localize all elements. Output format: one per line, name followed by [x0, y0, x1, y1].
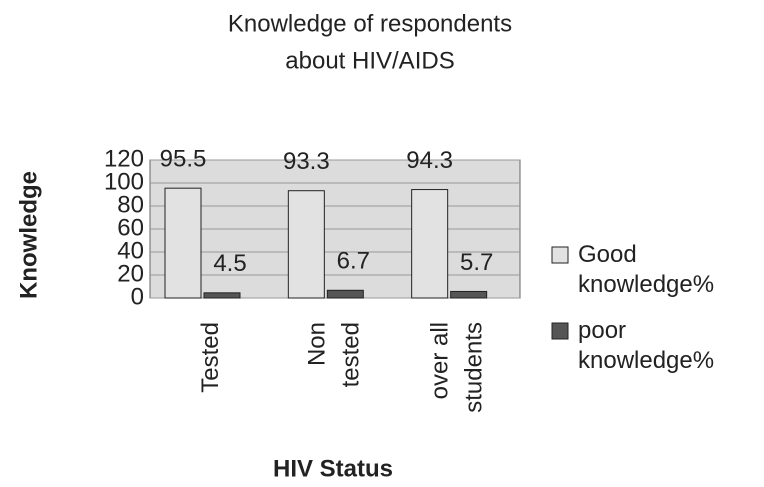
y-tick-label: 120	[104, 145, 144, 172]
y-tick-label: 40	[117, 237, 144, 264]
chart-title: Knowledge of respondents	[228, 10, 512, 37]
legend-swatch	[551, 246, 569, 264]
y-tick-label: 20	[117, 260, 144, 287]
bar	[164, 187, 202, 299]
x-tick-label: students	[461, 322, 488, 413]
y-axis-label: Knowledge	[15, 171, 42, 299]
bar	[287, 190, 325, 299]
x-tick-label: over all	[427, 322, 454, 399]
chart-title: about HIV/AIDS	[285, 47, 454, 74]
x-tick-label: tested	[337, 322, 364, 387]
x-tick-label: Tested	[197, 322, 224, 393]
x-axis-label: HIV Status	[273, 455, 393, 482]
bar	[326, 289, 364, 299]
y-tick-label: 100	[104, 168, 144, 195]
x-tick-label: Non	[303, 322, 330, 366]
data-label: 95.5	[160, 146, 207, 173]
bar	[411, 189, 449, 299]
y-tick-label: 0	[131, 283, 144, 310]
legend-label: Good knowledge%	[578, 241, 715, 298]
data-label: 93.3	[283, 148, 330, 175]
legend-swatch	[551, 322, 569, 340]
y-tick-label: 60	[117, 214, 144, 241]
legend-label: poor knowledge%	[578, 317, 715, 374]
bar	[203, 292, 241, 299]
data-label: 6.7	[337, 248, 370, 275]
data-label: 5.7	[460, 249, 493, 276]
data-label: 94.3	[406, 147, 453, 174]
data-label: 4.5	[213, 250, 246, 277]
y-tick-label: 80	[117, 191, 144, 218]
bar	[450, 290, 488, 299]
